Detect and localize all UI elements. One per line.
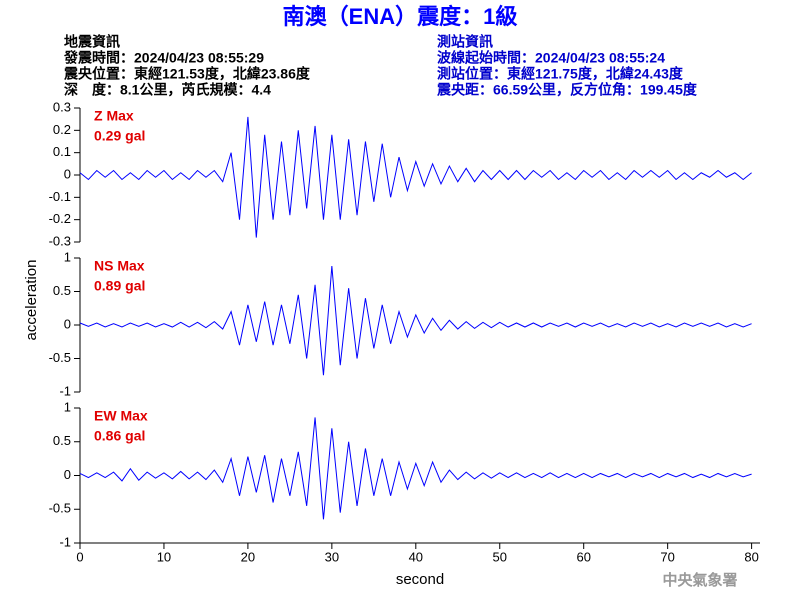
y-tick-label: 0.5 [53, 283, 71, 298]
station-info-right: 震央距：66.59公里，反方位角：199.45度 [436, 82, 698, 98]
x-tick-label: 70 [660, 549, 674, 564]
x-tick-label: 40 [409, 549, 423, 564]
station-info-right: 波線起始時間：2024/04/23 08:55:24 [437, 50, 665, 66]
x-tick-label: 10 [157, 549, 171, 564]
station-info-left: 發震時間：2024/04/23 08:55:29 [63, 50, 264, 66]
y-tick-label: 0.2 [53, 122, 71, 137]
y-tick-label: 0 [64, 316, 71, 331]
y-tick-label: -0.2 [49, 211, 71, 226]
station-info-right: 測站位置：東經121.75度，北緯24.43度 [437, 66, 684, 82]
x-tick-label: 0 [76, 549, 83, 564]
waveform [79, 116, 752, 238]
station-info-left: 地震資訊 [64, 34, 120, 50]
x-tick-label: 30 [325, 549, 339, 564]
max-annotation: 0.89 gal [94, 278, 145, 294]
station-info-left: 震央位置：東經121.53度，北緯23.86度 [63, 66, 311, 82]
y-axis-label: acceleration [23, 260, 40, 341]
x-tick-label: 80 [744, 549, 758, 564]
y-tick-label: 0.1 [53, 144, 71, 159]
y-tick-label: 1 [64, 249, 71, 264]
y-tick-label: -0.5 [49, 350, 71, 365]
y-tick-label: -0.1 [49, 189, 71, 204]
y-tick-label: -0.5 [49, 501, 71, 516]
y-tick-label: -0.3 [49, 233, 71, 248]
waveform [79, 265, 752, 376]
chart-title: 南澳（ENA）震度：1級 [283, 4, 518, 29]
x-axis-label: second [396, 571, 444, 588]
x-tick-label: 50 [493, 549, 507, 564]
max-annotation: Z Max [94, 108, 134, 124]
y-tick-label: 0 [64, 467, 71, 482]
max-annotation: EW Max [94, 408, 148, 424]
max-annotation: 0.29 gal [94, 128, 145, 144]
x-tick-label: 20 [241, 549, 255, 564]
max-annotation: NS Max [94, 258, 145, 274]
y-tick-label: -1 [59, 534, 71, 549]
waveform [79, 417, 752, 520]
y-tick-label: 0.3 [53, 99, 71, 114]
x-tick-label: 60 [576, 549, 590, 564]
y-tick-label: 0 [64, 166, 71, 181]
station-info-right: 測站資訊 [437, 34, 493, 50]
y-tick-label: 1 [64, 399, 71, 414]
y-tick-label: 0.5 [53, 433, 71, 448]
station-info-left: 深 度：8.1公里，芮氏規模：4.4 [64, 82, 271, 98]
y-tick-label: -1 [59, 383, 71, 398]
max-annotation: 0.86 gal [94, 428, 145, 444]
footer-logo: 中央氣象署 [662, 571, 737, 589]
